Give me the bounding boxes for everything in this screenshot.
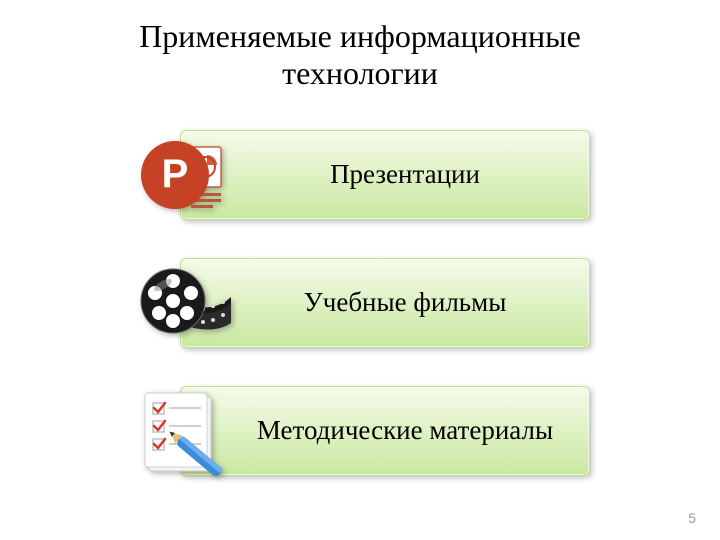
powerpoint-icon: P [135,125,235,225]
title-line-1: Применяемые информационные [0,18,720,55]
svg-text:P: P [162,152,189,196]
item-bar: Учебные фильмы [180,258,590,348]
slide-title: Применяемые информационные технологии [0,0,720,92]
film-icon [135,253,235,353]
item-bar: Презентации [180,130,590,220]
page-number: 5 [688,510,696,526]
item-bar: Методические материалы [180,386,590,476]
item-label: Методические материалы [241,415,569,446]
list-item: Учебные фильмы [135,248,590,358]
item-label: Учебные фильмы [241,287,569,318]
list-item: Методические материалы [135,376,590,486]
items-list: P Презентации [135,120,590,504]
checklist-icon [135,381,235,481]
title-line-2: технологии [0,55,720,92]
list-item: P Презентации [135,120,590,230]
item-label: Презентации [241,159,569,190]
